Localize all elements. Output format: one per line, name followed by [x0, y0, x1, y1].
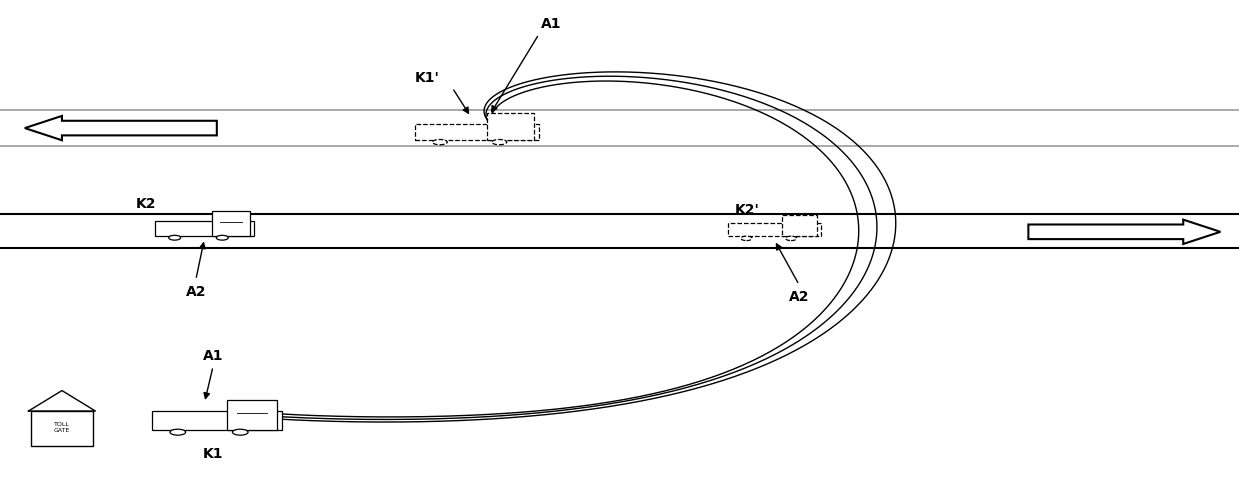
Ellipse shape: [492, 139, 507, 145]
Text: K2': K2': [735, 204, 760, 217]
Ellipse shape: [170, 429, 186, 435]
Bar: [31, 411, 93, 446]
Ellipse shape: [432, 139, 447, 145]
Bar: [415, 124, 539, 140]
Text: K2: K2: [136, 197, 156, 210]
Bar: [729, 223, 820, 236]
Bar: [155, 221, 254, 236]
Bar: [487, 113, 534, 140]
Text: K1': K1': [415, 71, 440, 85]
Text: A1: A1: [541, 18, 561, 31]
FancyArrow shape: [1028, 220, 1220, 244]
Text: A2: A2: [186, 285, 206, 299]
Ellipse shape: [169, 235, 181, 240]
Ellipse shape: [741, 236, 752, 241]
Text: TOLL
GATE: TOLL GATE: [53, 422, 71, 433]
Text: A1: A1: [203, 349, 223, 362]
Bar: [212, 211, 250, 236]
Bar: [782, 214, 817, 236]
Text: K1: K1: [203, 447, 223, 461]
Bar: [151, 412, 281, 430]
Ellipse shape: [233, 429, 248, 435]
FancyArrow shape: [25, 116, 217, 140]
Ellipse shape: [217, 235, 228, 240]
Bar: [227, 400, 276, 430]
Ellipse shape: [786, 236, 797, 241]
Text: A2: A2: [789, 290, 809, 304]
